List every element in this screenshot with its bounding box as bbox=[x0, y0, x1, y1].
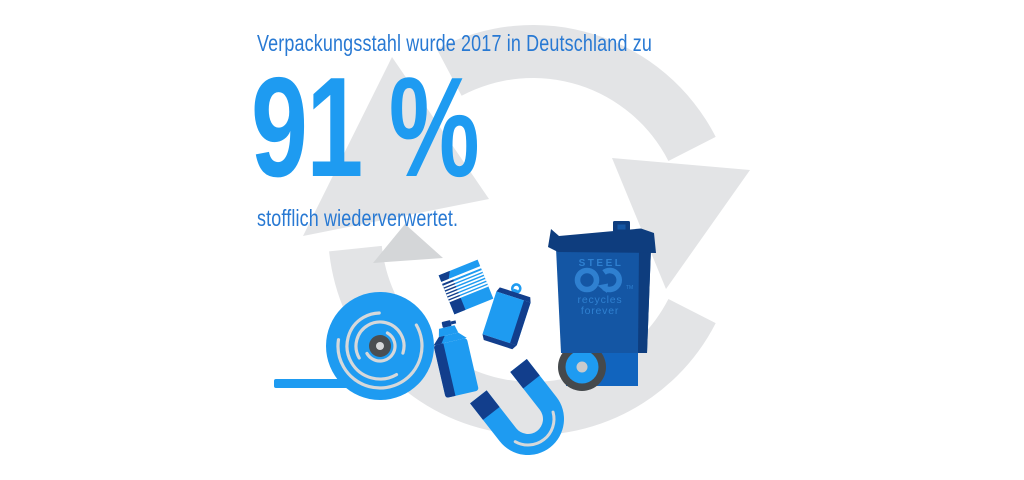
magnet-icon bbox=[470, 359, 564, 455]
steel-recycles-forever-logo: STEEL TM recycles forever bbox=[574, 258, 633, 317]
logo-recycles-label: recycles bbox=[578, 294, 623, 306]
headline-text: Verpackungsstahl wurde 2017 in Deutschla… bbox=[257, 30, 652, 56]
wheelie-bin-icon: STEEL TM recycles forever bbox=[548, 221, 656, 391]
bin-lid bbox=[548, 228, 656, 253]
infinity-arrow-icon bbox=[574, 267, 622, 293]
statistic-value: 91 % bbox=[251, 48, 480, 207]
subline-text: stofflich wiederverwertet. bbox=[257, 205, 459, 231]
recycling-loop-icon bbox=[303, 24, 750, 436]
logo-steel-label: STEEL bbox=[579, 258, 624, 269]
spray-can-icon bbox=[433, 320, 479, 398]
logo-trademark: TM bbox=[626, 285, 633, 291]
steel-coil-icon bbox=[274, 292, 434, 400]
tin-can-icon bbox=[438, 259, 494, 315]
logo-forever-label: forever bbox=[581, 305, 619, 317]
beverage-can-icon bbox=[482, 283, 531, 350]
